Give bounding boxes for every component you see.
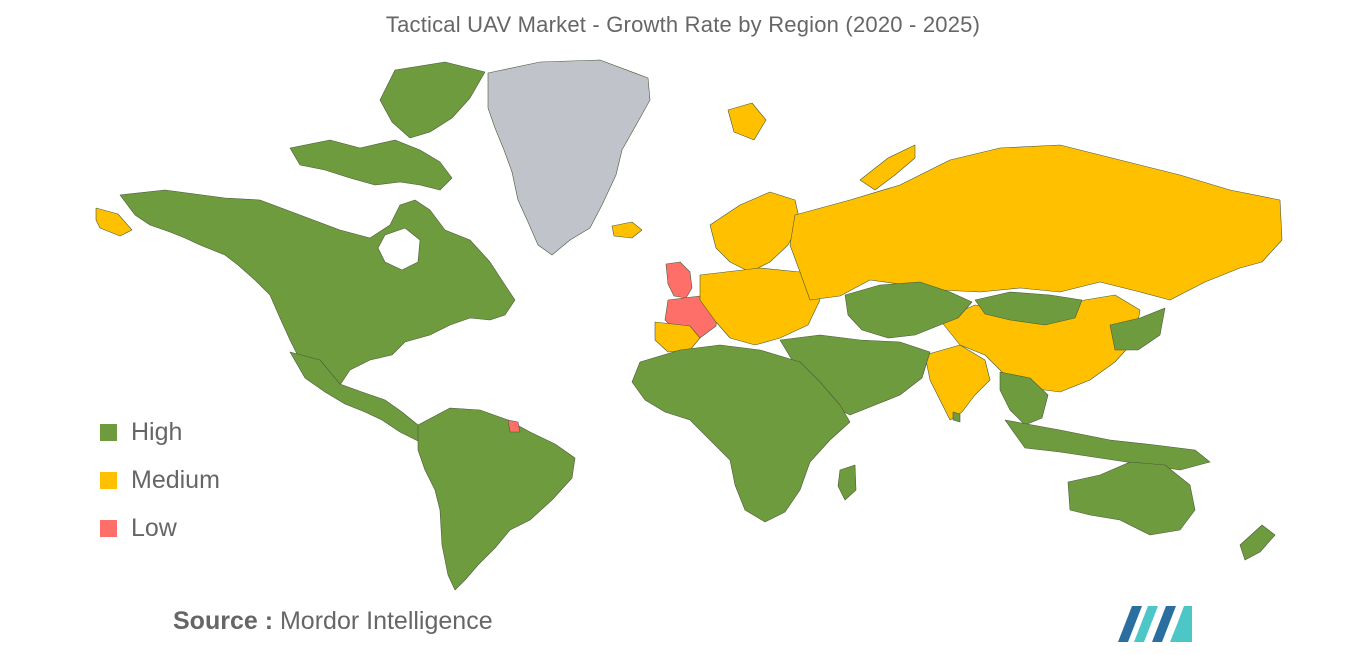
new-zealand-region [1239, 524, 1276, 561]
page-title: Tactical UAV Market - Growth Rate by Reg… [385, 12, 981, 37]
legend-label-low: Low [131, 513, 177, 542]
uk-region [665, 261, 693, 299]
scandinavia-region [709, 191, 801, 273]
southeast-asia-region [999, 371, 1049, 426]
source-text: Mordor Intelligence [279, 607, 493, 635]
greenland-region [487, 59, 651, 256]
central-europe-region [699, 267, 821, 346]
madagascar-region [837, 464, 857, 501]
legend-label-medium: Medium [131, 465, 220, 494]
south-america-region [417, 407, 576, 591]
baffin-ellesmere-region [379, 61, 486, 139]
legend-item-medium: Medium [100, 456, 220, 504]
indonesia-region [1004, 419, 1211, 471]
svalbard-region [727, 102, 767, 141]
russia-region [789, 144, 1283, 301]
india-region [924, 344, 991, 421]
legend-swatch-high [100, 423, 117, 441]
source-prefix: Source : [173, 607, 274, 635]
russia-north-islands-region [859, 144, 916, 191]
french-guiana-region [507, 419, 521, 433]
hudson-bay-water [377, 227, 421, 271]
map-legend: High Medium Low [100, 408, 220, 552]
legend-label-high: High [131, 417, 183, 446]
africa-region [631, 344, 851, 523]
source-note: Source : Mordor Intelligence [173, 607, 493, 636]
central-asia-region [844, 281, 973, 339]
canada-arctic-islands-region [289, 139, 453, 191]
legend-item-high: High [100, 408, 220, 456]
legend-item-low: Low [100, 504, 220, 552]
legend-swatch-medium [100, 471, 117, 489]
mordor-intelligence-logo [1118, 606, 1192, 642]
alaska-west-tip-region [95, 207, 133, 237]
north-america-region [119, 189, 516, 386]
mongolia-region [974, 291, 1083, 326]
japan-korea-region [1109, 307, 1166, 351]
world-map [95, 59, 1283, 591]
iceland-region [611, 221, 643, 239]
sri-lanka-region [952, 411, 961, 423]
legend-swatch-low [100, 519, 117, 537]
australia-region [1067, 461, 1196, 536]
